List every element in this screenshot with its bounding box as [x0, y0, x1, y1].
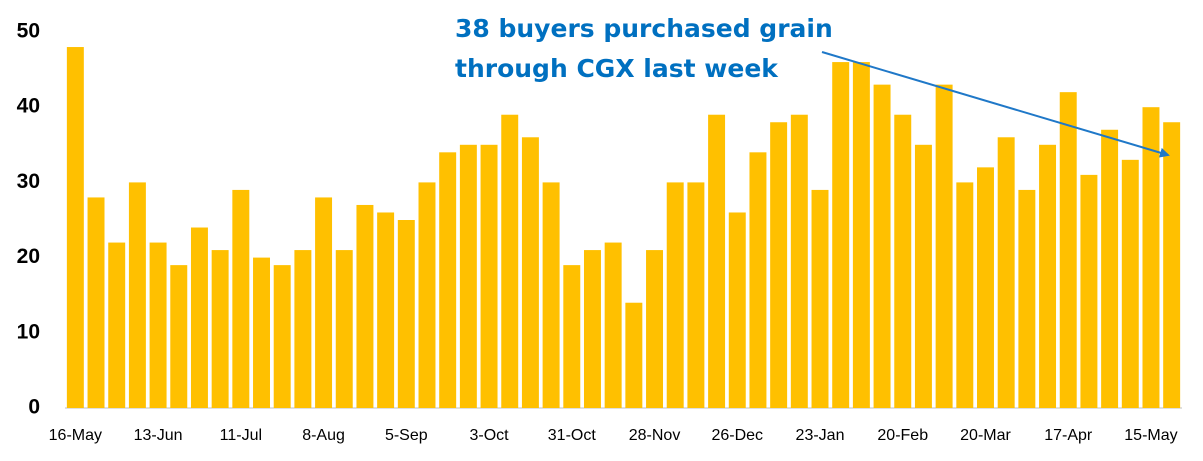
bar: [397, 220, 415, 408]
x-tick-label: 28-Nov: [629, 427, 681, 444]
bar: [749, 152, 767, 408]
bar: [87, 197, 105, 408]
bar: [790, 114, 808, 408]
x-tick-label: 23-Jan: [796, 427, 845, 444]
bar: [149, 242, 167, 408]
x-tick-label: 13-Jun: [134, 427, 183, 444]
y-tick-label: 0: [28, 396, 40, 419]
y-tick-label: 40: [17, 95, 40, 118]
bar: [211, 250, 229, 408]
bar: [583, 250, 601, 408]
bar: [294, 250, 312, 408]
bar: [914, 144, 932, 409]
bar: [459, 144, 477, 409]
x-tick-label: 17-Apr: [1044, 427, 1093, 444]
bar: [315, 197, 333, 408]
x-tick-label: 15-May: [1124, 427, 1177, 444]
bar: [977, 167, 994, 408]
bar: [170, 265, 188, 408]
bar: [1121, 159, 1139, 408]
bar: [377, 212, 395, 408]
bar: [646, 250, 664, 408]
bar: [190, 227, 208, 408]
annotation: 38 buyers purchased grain: [455, 14, 833, 43]
bar: [1142, 107, 1160, 408]
annotation-arrow: [821, 51, 1170, 158]
y-tick-label: 50: [17, 20, 40, 43]
bar: [997, 137, 1015, 408]
bar: [956, 182, 974, 408]
x-tick-label: 8-Aug: [302, 427, 345, 444]
x-tick-label: 3-Oct: [469, 427, 509, 444]
bar: [1080, 174, 1098, 408]
bar: [728, 212, 746, 408]
bar: [418, 182, 436, 408]
bar: [832, 62, 850, 409]
bar: [625, 302, 643, 408]
bar: [1059, 92, 1077, 408]
bar: [604, 242, 622, 408]
annotation: through CGX last week: [455, 54, 779, 83]
bar: [811, 189, 829, 408]
bar: [356, 204, 374, 408]
bar: [521, 137, 539, 408]
x-tick-label: 11-Jul: [220, 427, 262, 444]
bar: [108, 242, 126, 408]
bar: [66, 47, 84, 408]
bar: [852, 62, 870, 409]
bar: [873, 84, 891, 408]
bar: [253, 257, 270, 408]
x-tick-label: 31-Oct: [548, 427, 597, 444]
bar: [501, 114, 519, 408]
bar: [935, 84, 953, 408]
y-tick-label: 10: [17, 320, 40, 343]
bar: [480, 144, 498, 409]
bar: [563, 265, 581, 408]
x-tick-label: 26-Dec: [711, 427, 763, 444]
bar: [128, 182, 146, 408]
x-tick-label: 20-Mar: [960, 427, 1011, 444]
bar: [273, 265, 291, 408]
x-tick-label: 20-Feb: [877, 427, 928, 444]
bar: [1163, 122, 1181, 409]
bar: [335, 250, 353, 408]
bar: [687, 182, 705, 408]
bar: [666, 182, 684, 408]
bar: [708, 114, 726, 408]
bar: [1039, 144, 1057, 409]
bar: [894, 114, 912, 408]
bar: [1101, 129, 1119, 408]
y-tick-label: 20: [17, 245, 40, 268]
bar: [232, 189, 250, 408]
y-tick-label: 30: [17, 170, 40, 193]
bar: [439, 152, 457, 408]
x-tick-label: 5-Sep: [385, 427, 428, 444]
bar: [1018, 189, 1036, 408]
bar: [770, 122, 788, 409]
bar: [542, 182, 560, 408]
x-tick-label: 16-May: [49, 427, 102, 444]
